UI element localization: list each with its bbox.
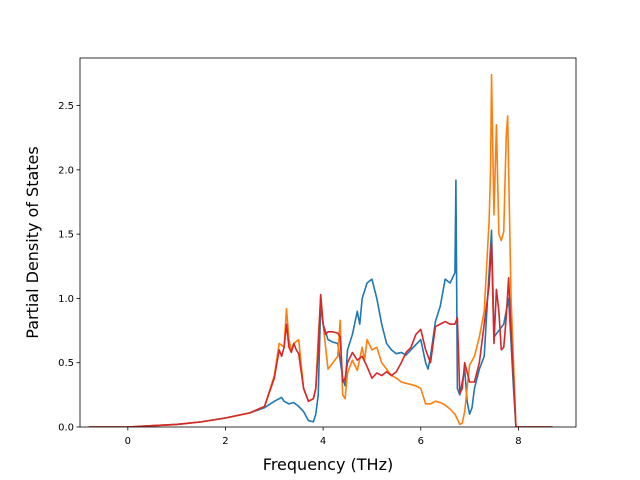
axes-frame (79, 57, 577, 428)
y-tick-label: 1.0 (58, 294, 74, 305)
y-tick-label: 0.5 (58, 358, 74, 369)
x-tick-label: 8 (515, 436, 521, 447)
y-tick-label: 1.5 (58, 230, 74, 241)
x-tick-label: 0 (125, 436, 131, 447)
series-line-2 (88, 73, 553, 427)
x-tick-label: 6 (418, 436, 424, 447)
y-tick-label: 2.0 (58, 165, 74, 176)
y-tick-label: 0.0 (58, 423, 74, 434)
series-lines (88, 73, 553, 427)
x-tick-label: 4 (320, 436, 326, 447)
x-axis-label: Frequency (THz) (263, 455, 393, 474)
y-axis-label: Partial Density of States (23, 146, 42, 338)
series-line-3 (88, 242, 553, 427)
series-line-1 (88, 179, 553, 427)
y-axis-ticks: 0.0 0.5 1.0 1.5 2.0 2.5 (58, 101, 80, 434)
y-tick-label: 2.5 (58, 101, 74, 112)
x-axis-ticks: 0 2 4 6 8 (125, 427, 522, 447)
x-tick-label: 2 (222, 436, 228, 447)
